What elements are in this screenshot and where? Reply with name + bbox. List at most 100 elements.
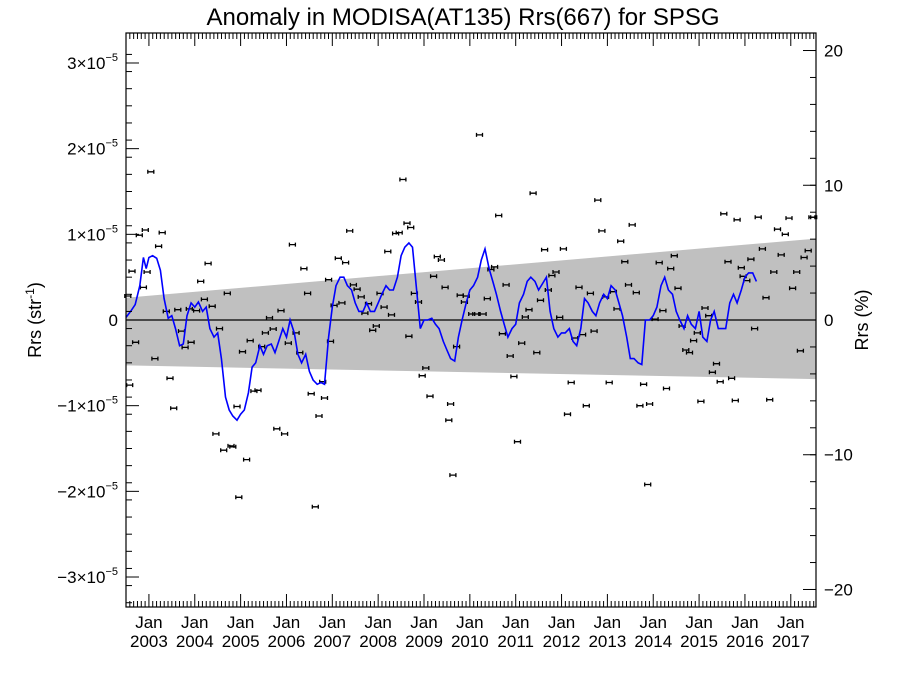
y-axis-label-left-exponent: -1 — [23, 288, 37, 299]
x-tick-label-year: 2010 — [451, 632, 489, 651]
y-tick-label-left-exponent: −5 — [105, 52, 118, 64]
data-point — [403, 221, 411, 226]
y-axis-label-right: Rrs (%) — [852, 290, 872, 351]
y-tick-label-left: −1×10−5 — [57, 395, 118, 416]
data-point — [223, 291, 231, 296]
data-point — [624, 282, 633, 287]
data-point — [139, 285, 148, 290]
data-point — [197, 279, 205, 284]
data-point — [387, 312, 396, 317]
x-tick-label-month: Jan — [319, 613, 346, 632]
data-point — [670, 253, 678, 258]
y-tick-label-left: 1×10−5 — [67, 223, 118, 244]
data-point — [372, 324, 380, 328]
y-tick-label-left: 0 — [109, 311, 118, 330]
data-point — [785, 216, 793, 221]
data-point — [154, 244, 163, 249]
x-tick-label-year: 2009 — [405, 632, 443, 651]
y-axis-label-left: Rrs (str-1) — [23, 282, 45, 358]
x-tick-label-year: 2015 — [680, 632, 718, 651]
y-tick-label-left-mantissa: 0 — [109, 311, 118, 330]
y-tick-label-left: −3×10−5 — [57, 566, 118, 587]
data-point — [300, 266, 308, 271]
data-point — [510, 374, 518, 379]
x-tick-label-month: Jan — [273, 613, 300, 632]
data-point — [617, 239, 625, 244]
data-point — [490, 264, 499, 269]
data-point — [628, 222, 636, 227]
data-point — [747, 257, 755, 262]
data-point — [445, 418, 453, 423]
data-point — [639, 382, 648, 387]
data-point — [586, 291, 595, 296]
data-point — [437, 258, 446, 262]
data-point — [395, 230, 403, 235]
data-point — [254, 388, 262, 393]
data-point — [235, 495, 243, 500]
data-point — [685, 350, 694, 355]
data-point — [269, 327, 277, 331]
y-tick-label-right: 10 — [824, 176, 843, 195]
data-point — [720, 211, 728, 216]
data-point — [212, 431, 220, 436]
data-point — [777, 252, 785, 257]
smoothed-anomaly-line — [125, 241, 758, 422]
data-point — [727, 376, 736, 381]
data-point — [737, 265, 745, 270]
data-point — [151, 356, 159, 361]
y-tick-label-left: −2×10−5 — [57, 480, 118, 501]
data-point — [334, 256, 342, 261]
chart-title: Anomaly in MODISA(AT135) Rrs(667) for SP… — [206, 4, 719, 31]
data-point — [311, 504, 319, 509]
data-point — [513, 439, 522, 444]
data-point — [525, 307, 533, 312]
data-point — [479, 312, 487, 316]
x-tick-label-year: 2011 — [497, 632, 534, 651]
data-point — [605, 380, 613, 385]
x-tick-label-month: Jan — [685, 613, 712, 632]
data-point — [357, 294, 365, 299]
data-point — [341, 260, 350, 265]
data-point — [405, 334, 413, 339]
data-point — [208, 304, 216, 309]
data-point — [280, 431, 289, 436]
data-point — [399, 177, 407, 182]
y-tick-label-left-exponent: −5 — [105, 480, 118, 492]
data-point — [429, 274, 438, 279]
x-tick-label-month: Jan — [731, 613, 758, 632]
data-point — [324, 277, 333, 282]
data-point — [353, 287, 361, 292]
data-point — [143, 270, 151, 274]
data-point — [495, 213, 503, 218]
x-tick-label-month: Jan — [135, 613, 162, 632]
data-point — [636, 403, 644, 408]
y-tick-label-left-mantissa: −2×10 — [57, 482, 105, 501]
data-point — [246, 338, 254, 343]
y-tick-label-right: 0 — [824, 311, 833, 330]
y-tick-label-left-mantissa: −3×10 — [57, 568, 105, 587]
data-point — [563, 412, 572, 417]
data-point — [346, 228, 354, 233]
data-point — [128, 269, 136, 274]
data-point — [645, 402, 654, 406]
data-point — [662, 386, 671, 391]
y-tick-label-left-mantissa: 3×10 — [67, 54, 105, 73]
data-point — [174, 307, 182, 312]
x-tick-label-month: Jan — [594, 613, 621, 632]
data-point — [712, 361, 721, 366]
data-point — [204, 261, 212, 266]
data-point — [674, 286, 682, 291]
data-point — [521, 315, 529, 319]
data-point — [238, 349, 247, 354]
y-tick-label-left-mantissa: 2×10 — [67, 140, 105, 159]
data-point — [273, 426, 281, 431]
data-point — [548, 273, 556, 278]
x-tick-label-year: 2016 — [726, 632, 764, 651]
data-point — [594, 198, 602, 203]
data-point — [800, 255, 808, 260]
data-point — [166, 376, 174, 381]
x-tick-label-month: Jan — [227, 613, 254, 632]
data-point — [598, 228, 606, 233]
data-point — [533, 350, 541, 355]
